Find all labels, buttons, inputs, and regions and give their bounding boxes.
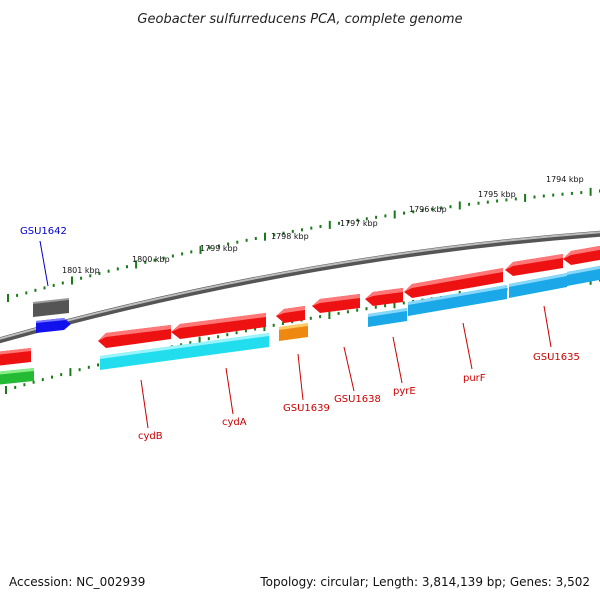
gene-left-green-feature[interactable] <box>0 368 34 385</box>
genome-backbone <box>0 230 600 344</box>
gene-label-cyda[interactable]: cydA <box>222 417 247 428</box>
leader-pyre <box>392 336 403 384</box>
accession-label: Accession: NC_002939 <box>9 575 146 589</box>
gene-cydb-feature[interactable] <box>98 325 171 348</box>
topology-label: Topology: circular; Length: 3,814,139 bp… <box>260 575 590 589</box>
gene-purf-cds-feature[interactable] <box>408 285 507 316</box>
leader-gsu1638 <box>343 346 355 392</box>
gene-gsu1636-feature[interactable] <box>505 254 563 276</box>
scale-label-1798: 1798 kbp <box>271 232 309 241</box>
genome-backbone-highlight <box>0 231 600 340</box>
gene-gsu1639-cds-feature[interactable] <box>279 323 308 341</box>
map-title: Geobacter sulfurreducens PCA, complete g… <box>137 12 462 27</box>
gene-label-cydb[interactable]: cydB <box>138 431 163 442</box>
leader-purf <box>462 322 473 370</box>
gene-left-red-feature[interactable] <box>0 348 31 366</box>
gene-label-pyre[interactable]: pyrE <box>393 386 416 397</box>
leader-gsu1642 <box>39 240 49 287</box>
leader-cyda <box>225 367 234 415</box>
leader-cydb <box>140 379 149 429</box>
gene-cyda-cds-feature[interactable] <box>173 333 269 360</box>
gene-label-gsu1635[interactable]: GSU1635 <box>533 352 580 363</box>
gene-gsu1635-feature[interactable] <box>563 245 600 265</box>
scale-label-1799: 1799 kbp <box>200 244 238 253</box>
gene-cyda-feature[interactable] <box>171 313 266 339</box>
gene-label-gsu1638[interactable]: GSU1638 <box>334 394 381 405</box>
gene-gsu1635-cds-feature[interactable] <box>567 265 600 286</box>
scale-label-1797: 1797 kbp <box>340 219 378 228</box>
leader-gsu1639 <box>297 353 304 401</box>
gene-cydb-cds-feature[interactable] <box>100 346 173 370</box>
leader-gsu1635 <box>543 305 552 348</box>
gene-gsu1639-top-feature[interactable] <box>276 306 305 323</box>
gene-gsu1642-feature[interactable] <box>33 298 69 317</box>
gene-label-purf[interactable]: purF <box>463 373 486 384</box>
gene-gsu1638-feature[interactable] <box>312 294 360 313</box>
scale-label-1796: 1796 kbp <box>409 205 447 214</box>
gene-pyre-cds-feature[interactable] <box>368 308 407 327</box>
gene-gsu1642-strand-feature[interactable] <box>36 318 71 333</box>
scale-label-1795: 1795 kbp <box>478 190 516 199</box>
outer-scale-ticks <box>7 187 600 302</box>
gene-pyre-feature[interactable] <box>365 288 403 306</box>
gene-label-gsu1642[interactable]: GSU1642 <box>20 226 67 237</box>
gene-gsu1636-cds-feature[interactable] <box>509 273 567 298</box>
scale-label-1794: 1794 kbp <box>546 175 584 184</box>
gene-label-gsu1639[interactable]: GSU1639 <box>283 403 330 414</box>
gene-purf-feature[interactable] <box>404 268 503 298</box>
scale-label-1801: 1801 kbp <box>62 266 100 275</box>
scale-label-1800: 1800 kbp <box>132 255 170 264</box>
